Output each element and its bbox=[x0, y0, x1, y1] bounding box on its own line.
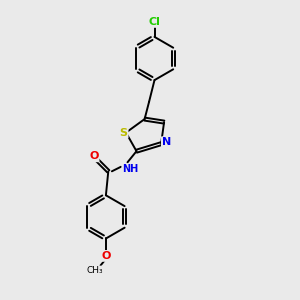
Text: CH₃: CH₃ bbox=[86, 266, 103, 275]
Text: O: O bbox=[89, 151, 99, 161]
Text: O: O bbox=[101, 251, 111, 261]
Text: Cl: Cl bbox=[148, 17, 160, 27]
Text: N: N bbox=[162, 137, 171, 147]
Text: NH: NH bbox=[122, 164, 139, 174]
Text: S: S bbox=[120, 128, 128, 138]
